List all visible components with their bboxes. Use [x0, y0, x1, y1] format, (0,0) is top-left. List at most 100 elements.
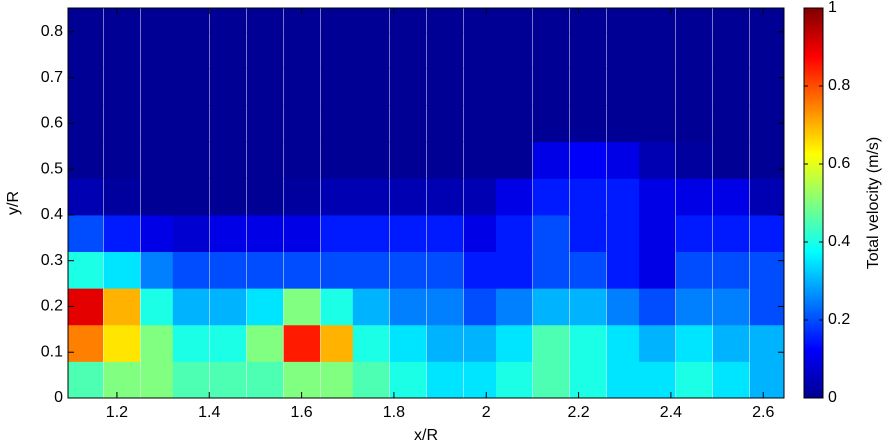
heatmap — [68, 8, 784, 398]
heatmap-cell — [209, 31, 247, 69]
heatmap-cell — [426, 214, 464, 253]
heatmap-cell — [68, 251, 104, 289]
heatmap-cell — [389, 8, 427, 33]
heatmap-cell — [463, 178, 501, 216]
heatmap-cell — [246, 8, 284, 33]
heatmap-cell — [426, 31, 464, 69]
heatmap-cell — [676, 68, 713, 106]
heatmap-cell — [676, 324, 713, 362]
heatmap-cell — [209, 288, 247, 326]
y-tick-label: 0.2 — [41, 298, 63, 315]
heatmap-cell — [389, 361, 427, 398]
y-tick-label: 0.3 — [41, 252, 63, 269]
heatmap-cell — [320, 8, 357, 33]
heatmap-cell — [569, 31, 607, 69]
heatmap-cell — [352, 178, 390, 216]
heatmap-cell — [140, 31, 177, 69]
x-tick-label: 2.4 — [660, 404, 682, 421]
heatmap-cell — [68, 324, 104, 362]
y-tick-label: 0.4 — [41, 206, 63, 223]
colorbar-tick-label: 0.8 — [828, 77, 850, 94]
heatmap-cell — [140, 141, 177, 179]
heatmap-cell — [103, 178, 141, 216]
x-tick-label: 1.8 — [383, 404, 405, 421]
heatmap-cell — [676, 8, 713, 33]
heatmap-cell — [426, 141, 464, 179]
heatmap-cell — [352, 105, 390, 143]
heatmap-cell — [463, 31, 501, 69]
heatmap-cell — [320, 178, 357, 216]
heatmap-cell — [712, 68, 750, 106]
heatmap-cell — [463, 105, 501, 143]
heatmap-cell — [68, 68, 104, 106]
heatmap-cell — [172, 8, 210, 33]
heatmap-cell — [532, 105, 570, 143]
heatmap-cell — [569, 361, 607, 398]
heatmap-cell — [283, 105, 321, 143]
heatmap-cell — [246, 31, 284, 69]
heatmap-cell — [606, 141, 644, 179]
heatmap-cell — [532, 178, 570, 216]
heatmap-cell — [172, 68, 210, 106]
colorbar-tick-label: 0.2 — [828, 311, 850, 328]
heatmap-cell — [495, 141, 533, 179]
heatmap-cell — [426, 178, 464, 216]
heatmap-cell — [246, 178, 284, 216]
heatmap-cell — [639, 251, 676, 289]
heatmap-cell — [103, 214, 141, 253]
heatmap-cell — [712, 8, 750, 33]
heatmap-cell — [283, 178, 321, 216]
heatmap-cell — [246, 105, 284, 143]
heatmap-cell — [606, 178, 644, 216]
heatmap-cell — [639, 324, 676, 362]
heatmap-cell — [532, 31, 570, 69]
heatmap-cell — [606, 105, 644, 143]
heatmap-cell — [352, 361, 390, 398]
heatmap-cell — [606, 214, 644, 253]
colorbar — [803, 7, 824, 399]
heatmap-cell — [103, 68, 141, 106]
heatmap-cell — [320, 251, 357, 289]
heatmap-cell — [532, 324, 570, 362]
heatmap-cell — [495, 288, 533, 326]
heatmap-cell — [463, 361, 501, 398]
heatmap-cell — [495, 8, 533, 33]
heatmap-cell — [172, 214, 210, 253]
heatmap-cell — [172, 324, 210, 362]
heatmap-cell — [606, 288, 644, 326]
heatmap-cell — [172, 105, 210, 143]
heatmap-cell — [246, 68, 284, 106]
heatmap-cell — [749, 8, 784, 33]
heatmap-cell — [389, 178, 427, 216]
heatmap-cell — [712, 105, 750, 143]
heatmap-cell — [463, 214, 501, 253]
heatmap-cell — [320, 31, 357, 69]
colorbar-tick-label: 0.6 — [828, 155, 850, 172]
x-tick-label: 2.2 — [567, 404, 589, 421]
heatmap-cell — [676, 288, 713, 326]
heatmap-cell — [712, 251, 750, 289]
heatmap-cell — [103, 8, 141, 33]
heatmap-cell — [532, 8, 570, 33]
colorbar-tick-label: 1 — [828, 0, 837, 16]
heatmap-cell — [606, 8, 644, 33]
heatmap-cell — [749, 31, 784, 69]
heatmap-cell — [426, 251, 464, 289]
x-tick-label: 2 — [482, 404, 491, 421]
heatmap-cell — [352, 68, 390, 106]
heatmap-cell — [569, 251, 607, 289]
heatmap-cell — [676, 31, 713, 69]
heatmap-cell — [320, 288, 357, 326]
colorbar-tick-label: 0 — [828, 389, 837, 406]
heatmap-cell — [639, 105, 676, 143]
heatmap-cell — [712, 361, 750, 398]
heatmap-cell — [712, 141, 750, 179]
heatmap-cell — [569, 68, 607, 106]
heatmap-cell — [246, 251, 284, 289]
heatmap-cell — [676, 105, 713, 143]
heatmap-cell — [140, 68, 177, 106]
heatmap-cell — [172, 141, 210, 179]
heatmap-cell — [68, 214, 104, 253]
heatmap-cell — [320, 324, 357, 362]
heatmap-cell — [209, 361, 247, 398]
